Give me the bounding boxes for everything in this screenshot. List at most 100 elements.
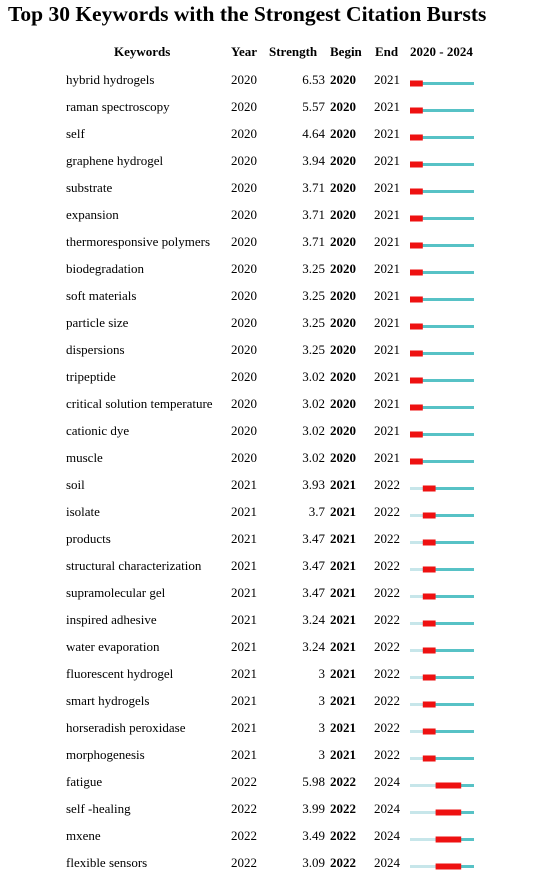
- header-range: 2020 - 2024: [410, 44, 473, 60]
- end-cell: 2022: [374, 477, 400, 492]
- keyword-cell: morphogenesis: [66, 747, 145, 762]
- begin-cell: 2020: [330, 450, 356, 465]
- timeline-inactive-segment: [410, 703, 423, 706]
- timeline-inactive-segment: [410, 595, 423, 598]
- year-cell: 2020: [231, 153, 257, 168]
- table-row: self -healing 2022 3.99 2022 2024: [0, 795, 545, 822]
- burst-bar: [410, 243, 423, 249]
- end-cell: 2022: [374, 639, 400, 654]
- strength-cell: 3.24: [262, 639, 325, 654]
- year-cell: 2020: [231, 342, 257, 357]
- strength-cell: 5.98: [262, 774, 325, 789]
- burst-bar: [423, 675, 436, 681]
- end-cell: 2021: [374, 369, 400, 384]
- year-cell: 2021: [231, 585, 257, 600]
- burst-timeline: [409, 309, 479, 336]
- burst-timeline: [409, 444, 479, 471]
- table-row: mxene 2022 3.49 2022 2024: [0, 822, 545, 849]
- end-cell: 2022: [374, 720, 400, 735]
- burst-timeline: [409, 498, 479, 525]
- table-row: products 2021 3.47 2021 2022: [0, 525, 545, 552]
- keyword-cell: dispersions: [66, 342, 125, 357]
- year-cell: 2020: [231, 261, 257, 276]
- burst-timeline: [409, 822, 479, 849]
- year-cell: 2020: [231, 369, 257, 384]
- end-cell: 2022: [374, 747, 400, 762]
- strength-cell: 3.94: [262, 153, 325, 168]
- end-cell: 2024: [374, 828, 400, 843]
- begin-cell: 2020: [330, 396, 356, 411]
- begin-cell: 2020: [330, 315, 356, 330]
- keyword-cell: substrate: [66, 180, 112, 195]
- timeline-inactive-segment: [410, 487, 423, 490]
- table-row: substrate 2020 3.71 2020 2021: [0, 174, 545, 201]
- keyword-cell: expansion: [66, 207, 119, 222]
- keyword-cell: water evaporation: [66, 639, 159, 654]
- burst-timeline: [409, 525, 479, 552]
- burst-bar: [410, 81, 423, 87]
- burst-timeline: [409, 579, 479, 606]
- end-cell: 2021: [374, 315, 400, 330]
- keyword-cell: muscle: [66, 450, 103, 465]
- keyword-cell: structural characterization: [66, 558, 201, 573]
- strength-cell: 3.25: [262, 342, 325, 357]
- year-cell: 2022: [231, 774, 257, 789]
- burst-timeline: [409, 66, 479, 93]
- burst-timeline: [409, 336, 479, 363]
- year-cell: 2021: [231, 747, 257, 762]
- year-cell: 2021: [231, 639, 257, 654]
- table-row: soft materials 2020 3.25 2020 2021: [0, 282, 545, 309]
- end-cell: 2024: [374, 855, 400, 870]
- table-row: graphene hydrogel 2020 3.94 2020 2021: [0, 147, 545, 174]
- keyword-cell: soft materials: [66, 288, 136, 303]
- timeline-inactive-segment: [410, 676, 423, 679]
- header-begin: Begin: [330, 44, 362, 60]
- end-cell: 2022: [374, 666, 400, 681]
- chart-title: Top 30 Keywords with the Strongest Citat…: [8, 2, 486, 27]
- burst-bar: [410, 189, 423, 195]
- table-row: raman spectroscopy 2020 5.57 2020 2021: [0, 93, 545, 120]
- burst-bar: [423, 621, 436, 627]
- table-row: inspired adhesive 2021 3.24 2021 2022: [0, 606, 545, 633]
- begin-cell: 2021: [330, 585, 356, 600]
- end-cell: 2021: [374, 234, 400, 249]
- burst-bar: [410, 432, 423, 438]
- strength-cell: 3.49: [262, 828, 325, 843]
- year-cell: 2021: [231, 666, 257, 681]
- timeline-inactive-segment: [410, 568, 423, 571]
- table-row: dispersions 2020 3.25 2020 2021: [0, 336, 545, 363]
- end-cell: 2021: [374, 180, 400, 195]
- year-cell: 2020: [231, 180, 257, 195]
- keyword-cell: isolate: [66, 504, 100, 519]
- year-cell: 2021: [231, 720, 257, 735]
- table-row: biodegradation 2020 3.25 2020 2021: [0, 255, 545, 282]
- burst-bar: [436, 810, 462, 816]
- year-cell: 2020: [231, 207, 257, 222]
- begin-cell: 2021: [330, 477, 356, 492]
- table-row: structural characterization 2021 3.47 2021 2…: [0, 552, 545, 579]
- strength-cell: 6.53: [262, 72, 325, 87]
- end-cell: 2022: [374, 558, 400, 573]
- year-cell: 2021: [231, 693, 257, 708]
- begin-cell: 2022: [330, 801, 356, 816]
- begin-cell: 2021: [330, 612, 356, 627]
- begin-cell: 2020: [330, 261, 356, 276]
- burst-bar: [410, 108, 423, 114]
- begin-cell: 2020: [330, 99, 356, 114]
- burst-bar: [410, 162, 423, 168]
- keyword-cell: tripeptide: [66, 369, 116, 384]
- keyword-cell: graphene hydrogel: [66, 153, 163, 168]
- strength-cell: 3: [262, 693, 325, 708]
- strength-cell: 3.25: [262, 261, 325, 276]
- strength-cell: 3.25: [262, 315, 325, 330]
- table-row: soil 2021 3.93 2021 2022: [0, 471, 545, 498]
- burst-timeline: [409, 147, 479, 174]
- header-strength: Strength: [269, 44, 317, 60]
- burst-bar: [423, 594, 436, 600]
- burst-timeline: [409, 228, 479, 255]
- year-cell: 2022: [231, 828, 257, 843]
- burst-bar: [423, 567, 436, 573]
- burst-timeline: [409, 741, 479, 768]
- end-cell: 2021: [374, 126, 400, 141]
- keyword-cell: hybrid hydrogels: [66, 72, 154, 87]
